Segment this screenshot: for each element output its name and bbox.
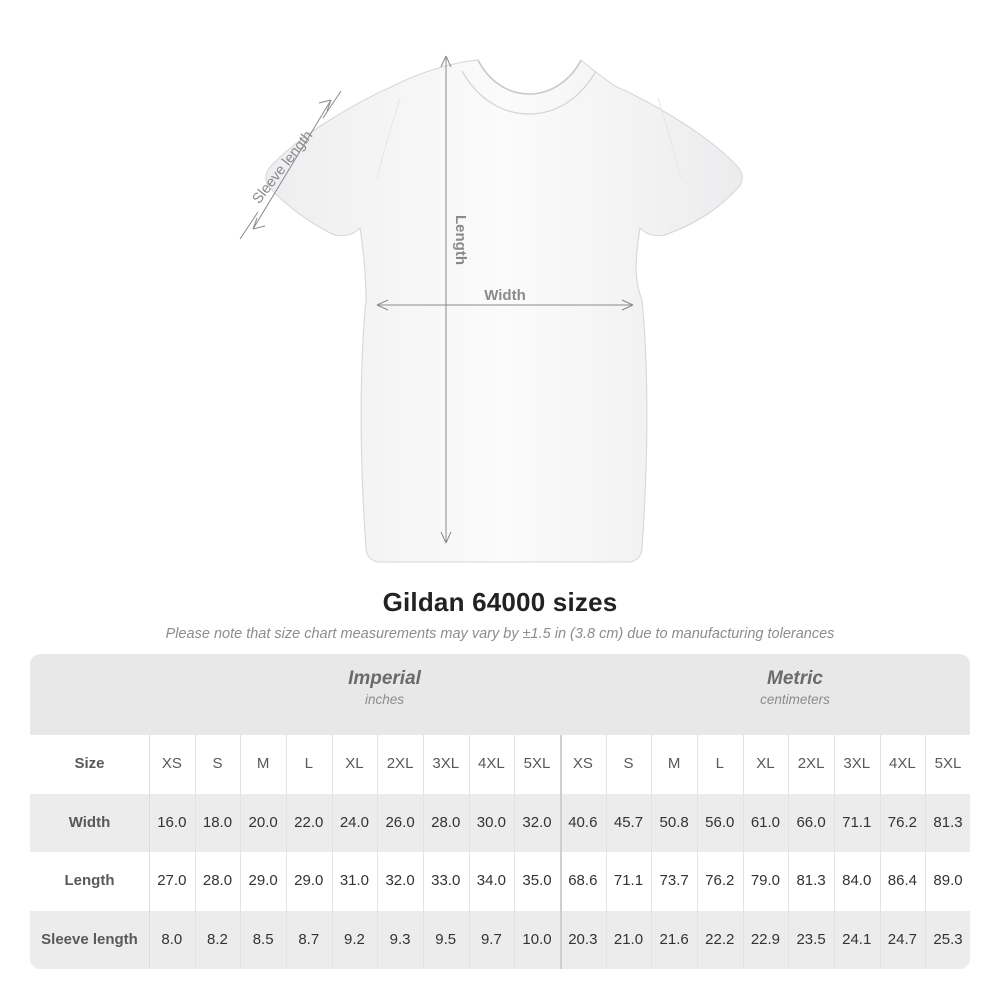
svg-text:Width: Width (484, 287, 526, 304)
svg-text:Length: Length (452, 215, 469, 265)
